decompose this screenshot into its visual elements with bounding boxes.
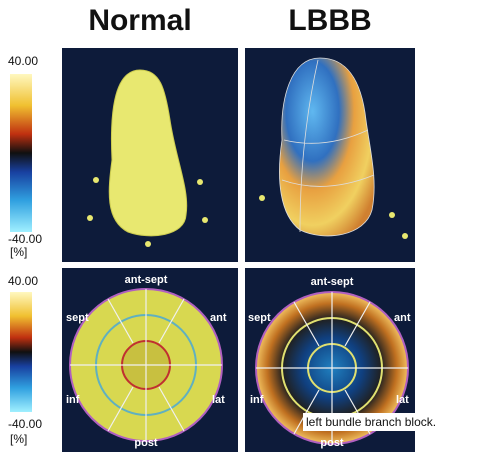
marker (402, 233, 408, 239)
segment-label: ant (210, 312, 227, 324)
segment-label: post (320, 437, 344, 449)
colorbar-max: 40.00 (8, 54, 38, 68)
marker (389, 212, 395, 218)
colorbar-unit: [%] (10, 245, 27, 259)
segment-label: inf (250, 394, 264, 406)
marker (259, 195, 265, 201)
segment-label: lat (212, 394, 225, 406)
lbbb-bullseye (255, 291, 409, 445)
colorbar (10, 74, 32, 232)
normal-bullseye (69, 288, 223, 442)
left-title: Normal (88, 4, 191, 37)
caption-box (303, 413, 483, 431)
marker (202, 217, 208, 223)
segment-label: ant-sept (311, 276, 354, 288)
marker (93, 177, 99, 183)
segment-lines (281, 59, 375, 233)
segment-label: inf (66, 394, 80, 406)
segment-label: sept (66, 312, 89, 324)
marker (145, 241, 151, 247)
segment-label: sept (248, 312, 271, 324)
segment-label: ant-sept (125, 274, 168, 286)
colorbar-max: 40.00 (8, 274, 38, 288)
caption: left bundle branch block. (306, 415, 436, 429)
normal-3d-heart (108, 69, 188, 237)
lbbb-3d-heart (279, 57, 375, 237)
colorbar-unit: [%] (10, 432, 27, 446)
marker (87, 215, 93, 221)
colorbar-min: -40.00 (8, 417, 42, 431)
right-title: LBBB (288, 4, 371, 37)
marker (197, 179, 203, 185)
colorbar-min: -40.00 (8, 232, 42, 246)
segment-label: ant (394, 312, 411, 324)
colorbar (10, 292, 32, 412)
segment-label: lat (396, 394, 409, 406)
segment-label: post (134, 437, 158, 449)
